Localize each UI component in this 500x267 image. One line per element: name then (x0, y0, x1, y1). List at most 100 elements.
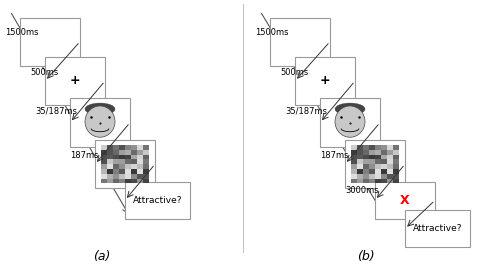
Bar (131, 150, 137, 155)
Text: 3000ms: 3000ms (345, 186, 378, 195)
Bar (387, 155, 393, 159)
Text: (a): (a) (93, 250, 110, 263)
Bar (381, 174, 387, 179)
Bar (131, 155, 137, 159)
Text: 35/187ms: 35/187ms (285, 107, 327, 116)
Bar (113, 164, 119, 169)
Bar (137, 169, 143, 174)
Bar (107, 164, 113, 169)
Text: 1500ms: 1500ms (255, 28, 288, 37)
Bar (119, 159, 125, 164)
Bar (125, 155, 131, 159)
Bar (387, 174, 393, 179)
Ellipse shape (335, 103, 365, 115)
Text: 500ms: 500ms (30, 68, 58, 77)
Bar (387, 145, 393, 150)
Bar (357, 145, 363, 150)
Bar (375, 182, 435, 219)
Bar (393, 164, 399, 169)
Text: (b): (b) (356, 250, 374, 263)
Bar (393, 150, 399, 155)
Bar (351, 145, 357, 150)
Bar (381, 179, 387, 183)
Bar (113, 155, 119, 159)
Bar (20, 18, 80, 66)
Bar (369, 169, 375, 174)
Bar (119, 164, 125, 169)
Bar (405, 210, 470, 247)
Bar (143, 164, 149, 169)
Bar (375, 159, 381, 164)
Bar (131, 174, 137, 179)
Bar (101, 174, 107, 179)
Bar (375, 174, 381, 179)
Bar (131, 179, 137, 183)
Bar (119, 145, 125, 150)
Bar (351, 164, 357, 169)
Text: 1500ms: 1500ms (5, 28, 38, 37)
Bar (363, 150, 369, 155)
Text: Attractive?: Attractive? (133, 196, 182, 205)
Bar (131, 159, 137, 164)
Bar (357, 174, 363, 179)
Bar (143, 145, 149, 150)
Text: +: + (320, 74, 330, 88)
Bar (119, 179, 125, 183)
Bar (351, 179, 357, 183)
Bar (119, 150, 125, 155)
Bar (369, 179, 375, 183)
Bar (363, 164, 369, 169)
Bar (101, 155, 107, 159)
Bar (143, 150, 149, 155)
Bar (369, 150, 375, 155)
Bar (393, 159, 399, 164)
Bar (363, 174, 369, 179)
Bar (125, 164, 131, 169)
Text: 35/187ms: 35/187ms (35, 107, 77, 116)
Bar (107, 179, 113, 183)
Bar (393, 174, 399, 179)
Bar (387, 179, 393, 183)
Bar (375, 145, 381, 150)
Bar (107, 155, 113, 159)
Bar (320, 99, 380, 147)
Bar (381, 145, 387, 150)
Bar (143, 174, 149, 179)
Bar (381, 169, 387, 174)
Bar (357, 169, 363, 174)
Bar (113, 169, 119, 174)
Bar (369, 145, 375, 150)
Bar (363, 159, 369, 164)
Bar (107, 159, 113, 164)
Bar (137, 174, 143, 179)
Bar (125, 159, 131, 164)
Bar (295, 57, 355, 105)
Text: 500ms: 500ms (280, 68, 308, 77)
Bar (119, 169, 125, 174)
Bar (131, 169, 137, 174)
Bar (125, 179, 131, 183)
Text: +: + (70, 74, 80, 88)
Bar (387, 159, 393, 164)
Bar (351, 169, 357, 174)
Bar (393, 145, 399, 150)
Bar (131, 164, 137, 169)
Bar (125, 182, 190, 219)
Bar (137, 155, 143, 159)
Bar (363, 179, 369, 183)
Bar (381, 164, 387, 169)
Bar (107, 174, 113, 179)
Text: Attractive?: Attractive? (413, 224, 462, 233)
Bar (101, 164, 107, 169)
Bar (101, 145, 107, 150)
Bar (101, 150, 107, 155)
Bar (351, 155, 357, 159)
Bar (125, 174, 131, 179)
Bar (375, 169, 381, 174)
Text: X: X (400, 194, 410, 207)
Text: 187ms: 187ms (320, 151, 348, 160)
Bar (393, 169, 399, 174)
Bar (357, 159, 363, 164)
Bar (113, 150, 119, 155)
Bar (125, 150, 131, 155)
